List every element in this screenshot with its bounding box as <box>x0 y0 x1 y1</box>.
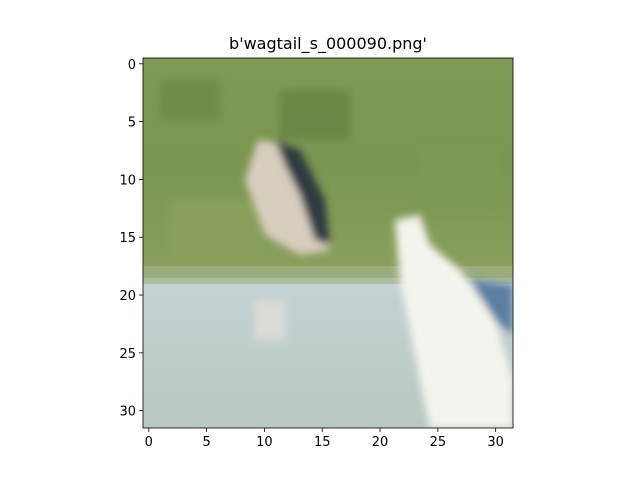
x-tick-label: 0 <box>145 435 153 450</box>
y-tick-label: 5 <box>128 116 136 131</box>
y-tick-label: 0 <box>128 58 136 73</box>
axes-frame <box>142 57 514 429</box>
y-tick-label: 15 <box>119 231 136 246</box>
x-tick-label: 15 <box>314 435 331 450</box>
x-tick-label: 20 <box>372 435 389 450</box>
y-tick-label: 20 <box>119 289 136 304</box>
x-tick-label: 10 <box>256 435 273 450</box>
y-tick-label: 25 <box>119 347 136 362</box>
chart-title: b'wagtail_s_000090.png' <box>229 34 427 54</box>
y-tick-label: 30 <box>119 405 136 420</box>
x-tick-label: 30 <box>487 435 504 450</box>
x-tick-label: 5 <box>202 435 210 450</box>
y-tick-label: 10 <box>119 173 136 188</box>
image <box>143 58 513 428</box>
x-tick-label: 25 <box>430 435 447 450</box>
